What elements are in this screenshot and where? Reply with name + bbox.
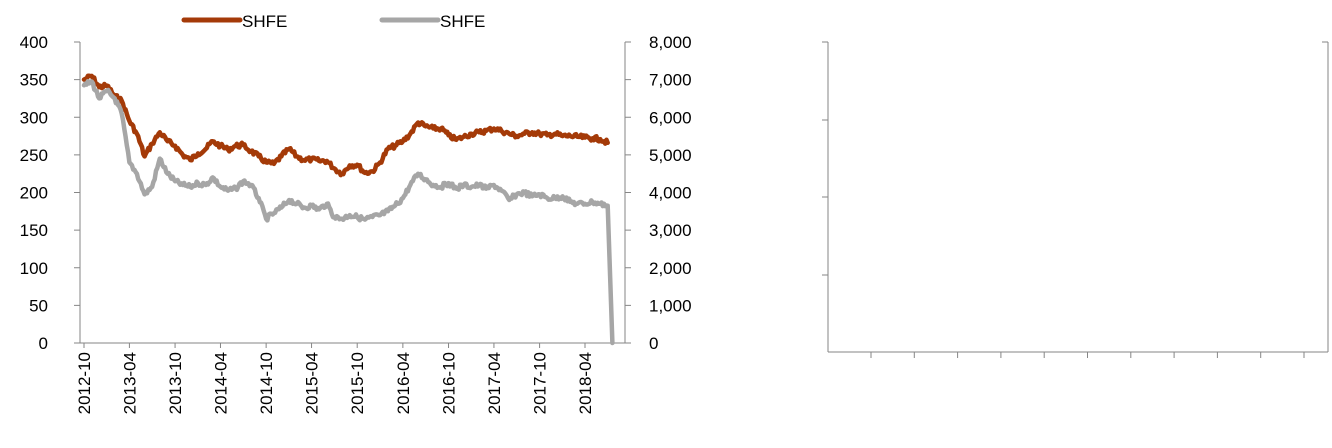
x-tick-label: 2013-04 <box>120 352 139 414</box>
x-tick-label: 2014-04 <box>211 352 230 414</box>
left-y-ticks: 0 50 100 150 200 250 300 350 400 <box>20 33 80 353</box>
right-y-tick-label: 3,000 <box>649 221 692 240</box>
left-y-tick-label: 300 <box>20 108 48 127</box>
chart-1: 0 50 100 150 200 250 300 350 400 0 1,000 2,000 3,00… <box>20 33 692 414</box>
right-y-tick-label: 5,000 <box>649 146 692 165</box>
left-y-tick-label: 50 <box>29 296 48 315</box>
left-y-tick-label: 100 <box>20 259 48 278</box>
x-tick-label: 2014-10 <box>257 352 276 414</box>
series-lines <box>81 73 615 346</box>
left-y-tick-label: 250 <box>20 146 48 165</box>
x-tick-label: 2017-10 <box>531 352 550 414</box>
x-tick-label: 2016-04 <box>394 352 413 414</box>
legend-label-1: SHFE <box>440 12 485 31</box>
legend-label-0: SHFE <box>242 12 287 31</box>
x-tick-label: 2013-10 <box>166 352 185 414</box>
x-tick-label: 2018-04 <box>576 352 595 414</box>
right-y-tick-label: 1,000 <box>649 296 692 315</box>
right-y-ticks: 0 1,000 2,000 3,000 4,000 5,000 6,000 7,000 8,00… <box>625 33 692 353</box>
left-y-tick-label: 0 <box>39 334 48 353</box>
right-y-tick-label: 2,000 <box>649 259 692 278</box>
x-tick-label: 2016-10 <box>440 352 459 414</box>
chart-2 <box>822 41 1329 358</box>
x-tick-label: 2015-04 <box>303 352 322 414</box>
x-tick-label: 2015-10 <box>348 352 367 414</box>
right-y-tick-label: 7,000 <box>649 71 692 90</box>
left-y-tick-label: 200 <box>20 184 48 203</box>
right-y-tick-label: 6,000 <box>649 108 692 127</box>
x-ticks: 2012-10 2013-04 2013-10 2014-04 2014-10 2015-… <box>75 343 595 414</box>
x-tick-label: 2012-10 <box>75 352 94 414</box>
series-line-1 <box>81 78 615 346</box>
x-tick-label: 2017-04 <box>485 352 504 414</box>
left-y-tick-label: 350 <box>20 71 48 90</box>
legend: SHFE SHFE <box>181 12 485 31</box>
left-y-tick-label: 400 <box>20 33 48 52</box>
chart-2-ticks <box>822 41 1328 358</box>
series-line-0 <box>81 73 610 178</box>
right-y-tick-label: 4,000 <box>649 184 692 203</box>
right-y-tick-label: 0 <box>649 334 658 353</box>
left-y-tick-label: 150 <box>20 221 48 240</box>
right-y-tick-label: 8,000 <box>649 33 692 52</box>
